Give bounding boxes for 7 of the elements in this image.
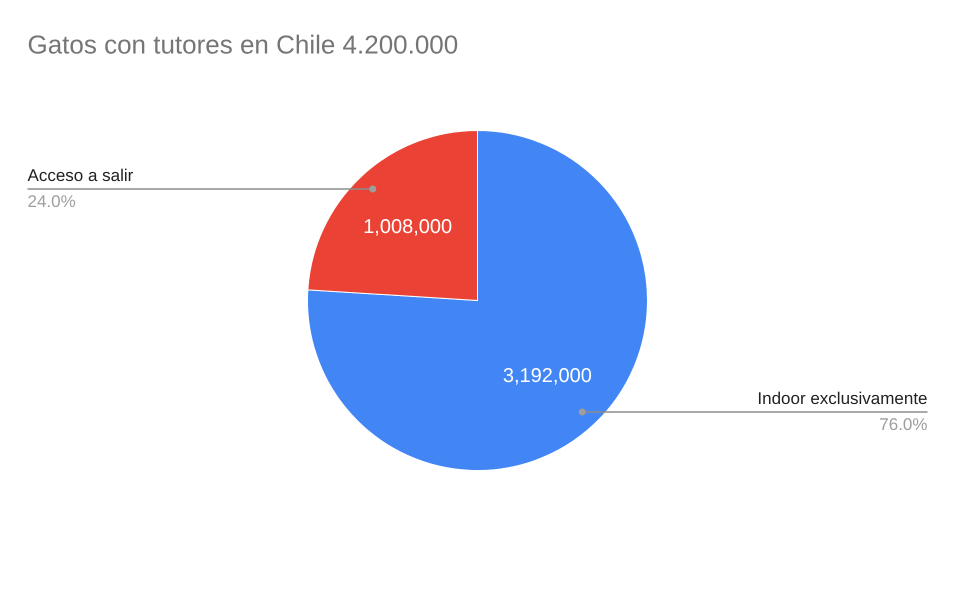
chart-title: Gatos con tutores en Chile 4.200.000 (28, 30, 458, 60)
text: 76.0% (879, 415, 928, 434)
slice-label: Indoor exclusivamente (757, 389, 928, 408)
text: 24.0% (28, 192, 76, 211)
data-label: 1,008,000 (363, 216, 452, 238)
data-label: 3,192,000 (502, 364, 592, 387)
slice-label: Acceso a salir (28, 166, 134, 185)
